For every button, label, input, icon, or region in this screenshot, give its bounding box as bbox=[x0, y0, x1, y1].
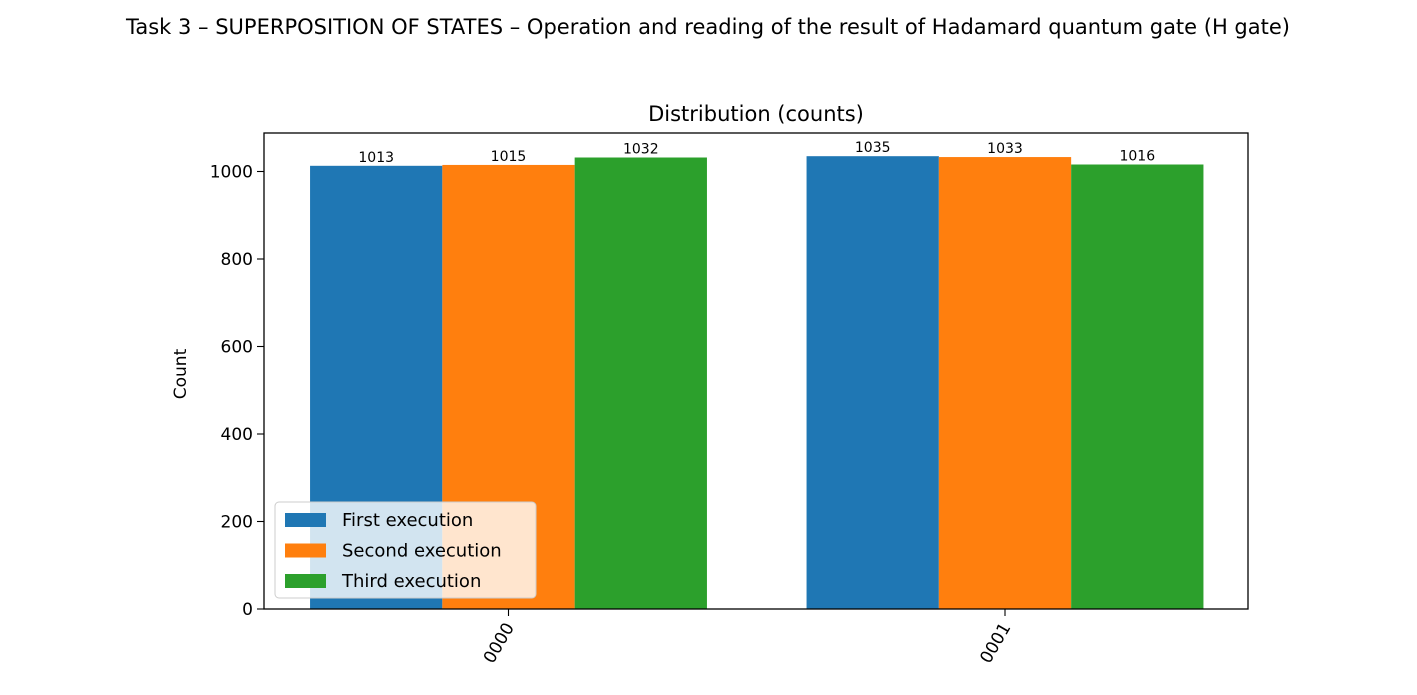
y-tick-label: 1000 bbox=[210, 163, 253, 183]
legend: First execution Second execution Third exe… bbox=[274, 501, 537, 599]
bar-value-label: 1015 bbox=[491, 149, 527, 165]
bar-value-label: 1032 bbox=[623, 142, 659, 158]
y-tick-label: 0 bbox=[242, 600, 253, 620]
bar-value-label: 1033 bbox=[987, 141, 1023, 157]
legend-label-series-1: First execution bbox=[342, 510, 473, 531]
x-tick-label: 0001 bbox=[976, 620, 1015, 667]
bar-value-label: 1013 bbox=[358, 150, 394, 166]
y-axis-label: Count bbox=[171, 348, 191, 399]
plot-area: 1013 1035 1015 1033 1032 1016 0 200 400 600 800 100… bbox=[210, 132, 1249, 667]
axes-frame bbox=[263, 132, 1249, 610]
x-tick-label: 0000 bbox=[480, 620, 519, 667]
bar-0001-series-2 bbox=[938, 157, 1072, 609]
legend-swatch-series-1 bbox=[285, 513, 326, 527]
bar-value-label: 1016 bbox=[1119, 149, 1155, 165]
bar-value-label: 1035 bbox=[855, 140, 891, 156]
bar-0000-series-3 bbox=[574, 157, 707, 609]
legend-label-series-3: Third execution bbox=[341, 571, 481, 592]
y-tick-label: 200 bbox=[221, 513, 253, 533]
figure-title: Task 3 – SUPERPOSITION OF STATES – Opera… bbox=[125, 15, 1290, 39]
y-tick-label: 400 bbox=[221, 425, 253, 445]
legend-label-series-2: Second execution bbox=[342, 541, 502, 562]
legend-swatch-series-2 bbox=[285, 543, 326, 558]
legend-box bbox=[274, 501, 537, 599]
bar-0001-series-1 bbox=[806, 156, 939, 609]
chart-title: Distribution (counts) bbox=[648, 102, 864, 126]
legend-swatch-series-3 bbox=[285, 574, 326, 588]
y-tick-label: 600 bbox=[221, 338, 253, 358]
y-tick-label: 800 bbox=[221, 250, 253, 270]
bar-0001-series-3 bbox=[1071, 164, 1204, 609]
